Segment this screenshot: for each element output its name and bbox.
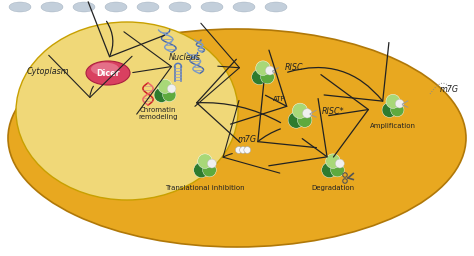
- Ellipse shape: [9, 2, 31, 12]
- Ellipse shape: [8, 29, 466, 247]
- Circle shape: [298, 113, 312, 127]
- Circle shape: [163, 88, 176, 102]
- Text: Amplification: Amplification: [370, 123, 416, 129]
- Text: ATP: ATP: [273, 96, 286, 102]
- Circle shape: [386, 94, 400, 108]
- Ellipse shape: [91, 62, 119, 76]
- Circle shape: [292, 103, 308, 119]
- Text: Translational inhibition: Translational inhibition: [165, 185, 245, 191]
- Circle shape: [326, 154, 340, 168]
- Text: RISC: RISC: [285, 62, 304, 71]
- Circle shape: [167, 84, 176, 93]
- Ellipse shape: [265, 2, 287, 12]
- Text: m7G: m7G: [440, 84, 459, 93]
- Circle shape: [391, 103, 404, 116]
- Circle shape: [261, 70, 274, 84]
- Text: Nucleus: Nucleus: [169, 52, 201, 61]
- Circle shape: [288, 112, 304, 128]
- Ellipse shape: [137, 2, 159, 12]
- Text: m7G: m7G: [237, 135, 256, 144]
- Ellipse shape: [233, 2, 255, 12]
- Circle shape: [202, 163, 216, 177]
- Text: Chromatin
remodeling: Chromatin remodeling: [138, 106, 178, 120]
- Circle shape: [302, 109, 312, 118]
- Ellipse shape: [169, 2, 191, 12]
- Circle shape: [336, 159, 344, 168]
- Circle shape: [395, 99, 404, 108]
- Text: Dicer: Dicer: [96, 69, 120, 78]
- Ellipse shape: [86, 61, 130, 85]
- Ellipse shape: [73, 2, 95, 12]
- Circle shape: [208, 159, 216, 168]
- Circle shape: [252, 69, 267, 85]
- Ellipse shape: [201, 2, 223, 12]
- Text: Degradation: Degradation: [311, 185, 355, 191]
- Ellipse shape: [16, 22, 238, 200]
- Circle shape: [330, 163, 344, 177]
- Bar: [0, 0, 474, 26]
- Circle shape: [158, 79, 172, 93]
- Circle shape: [322, 162, 337, 178]
- Circle shape: [194, 162, 209, 178]
- Circle shape: [382, 102, 397, 118]
- Circle shape: [198, 154, 212, 168]
- Circle shape: [239, 147, 246, 153]
- Circle shape: [154, 88, 169, 102]
- Circle shape: [244, 147, 251, 153]
- Circle shape: [265, 66, 274, 75]
- Ellipse shape: [41, 2, 63, 12]
- Circle shape: [236, 147, 242, 153]
- Circle shape: [256, 61, 270, 76]
- Text: Cytoplasm: Cytoplasm: [27, 67, 69, 76]
- Ellipse shape: [105, 2, 127, 12]
- Text: RISC*: RISC*: [322, 106, 345, 115]
